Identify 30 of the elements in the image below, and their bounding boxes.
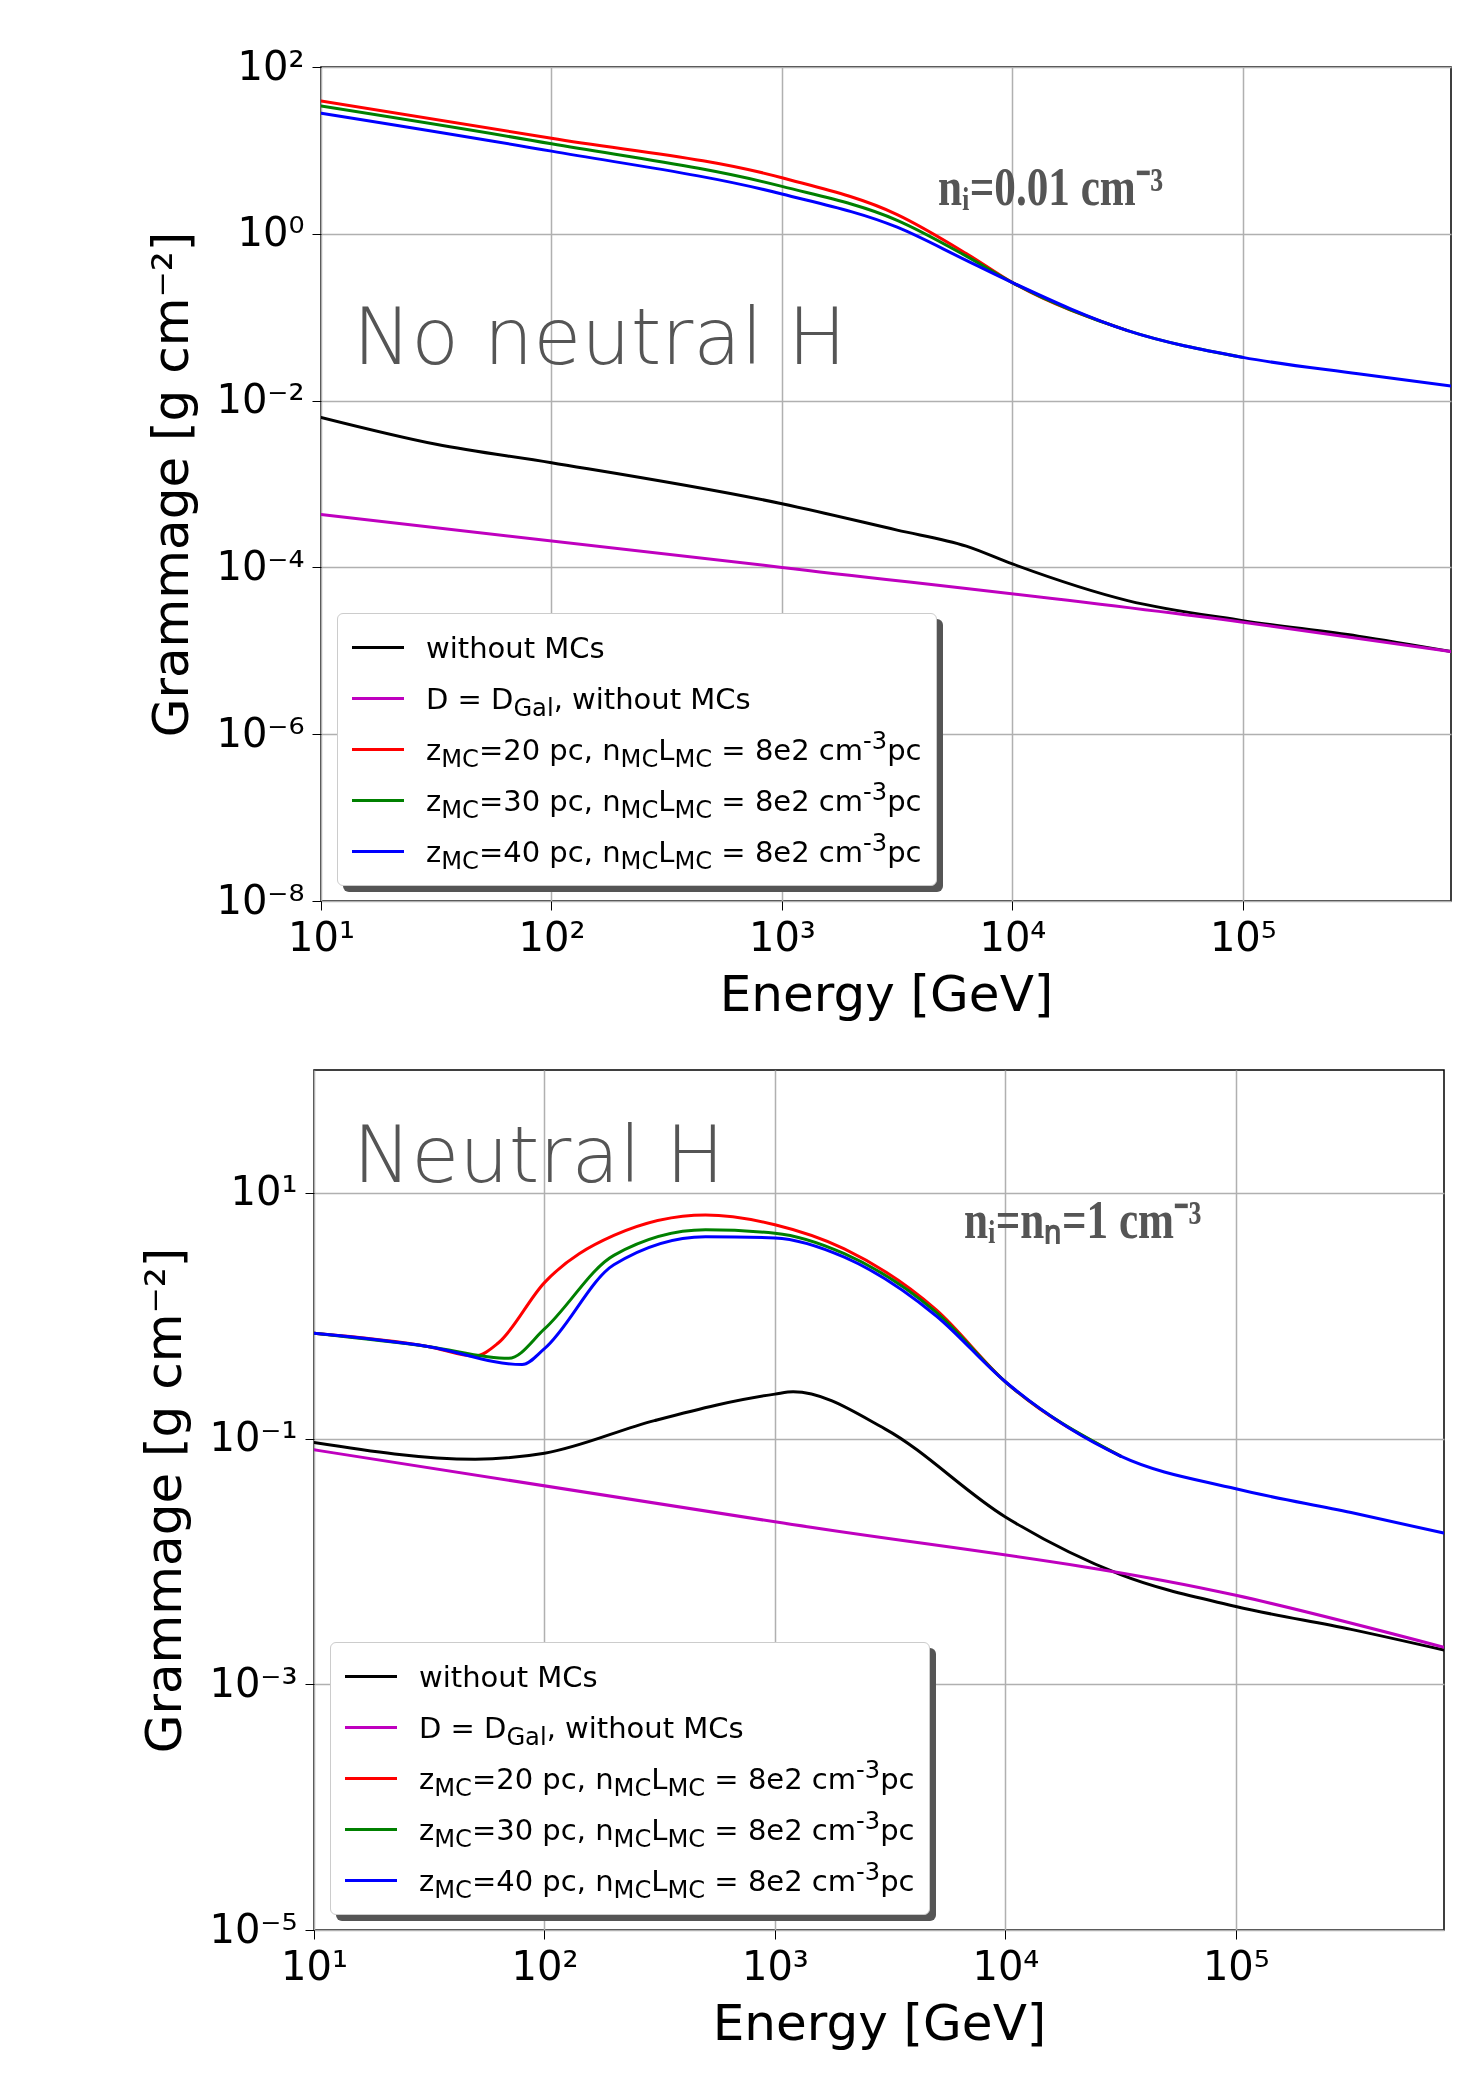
y-axis-title: Grammage [g cm⁻²] [135, 1247, 194, 1754]
annotation: No neutral H [353, 292, 847, 382]
x-tick-label: 10¹ [281, 1942, 348, 1989]
x-tick-label: 10³ [741, 1942, 809, 1989]
x-tick-label: 10⁴ [979, 913, 1047, 960]
annotation: nᵢ=0.01 cm⁻³ [938, 156, 1164, 219]
y-tick-label: 10⁰ [237, 209, 305, 256]
x-axis-title: Energy [GeV] [719, 964, 1054, 1023]
y-axis-title: Grammage [g cm⁻²] [142, 231, 201, 738]
legend-label: without MCs [419, 1659, 598, 1694]
legend-label: without MCs [426, 630, 605, 665]
annotation: nᵢ=nₙ=1 cm⁻³ [964, 1189, 1202, 1252]
y-tick-label: 10⁻⁴ [216, 542, 305, 589]
x-tick-label: 10⁴ [972, 1942, 1040, 1989]
y-tick-label: 10⁻⁶ [216, 709, 305, 756]
y-tick-label: 10¹ [230, 1168, 298, 1215]
y-tick-label: 10⁻² [216, 376, 305, 423]
y-tick-label: 10² [237, 42, 305, 89]
legend-label: D = D$_{Gal}$, without MCs [419, 1710, 744, 1751]
x-tick-label: 10³ [748, 913, 816, 960]
y-tick-label: 10⁻³ [209, 1659, 298, 1706]
x-tick-label: 10⁵ [1209, 913, 1277, 960]
x-axis-title: Energy [GeV] [712, 1993, 1047, 2052]
x-tick-label: 10¹ [288, 913, 355, 960]
y-tick-label: 10⁻¹ [209, 1414, 298, 1461]
x-tick-label: 10⁵ [1202, 1942, 1270, 1989]
x-tick-label: 10² [518, 913, 586, 960]
legend-label: D = D$_{Gal}$, without MCs [426, 681, 751, 722]
x-tick-label: 10² [511, 1942, 579, 1989]
annotation: Neutral H [353, 1110, 725, 1200]
